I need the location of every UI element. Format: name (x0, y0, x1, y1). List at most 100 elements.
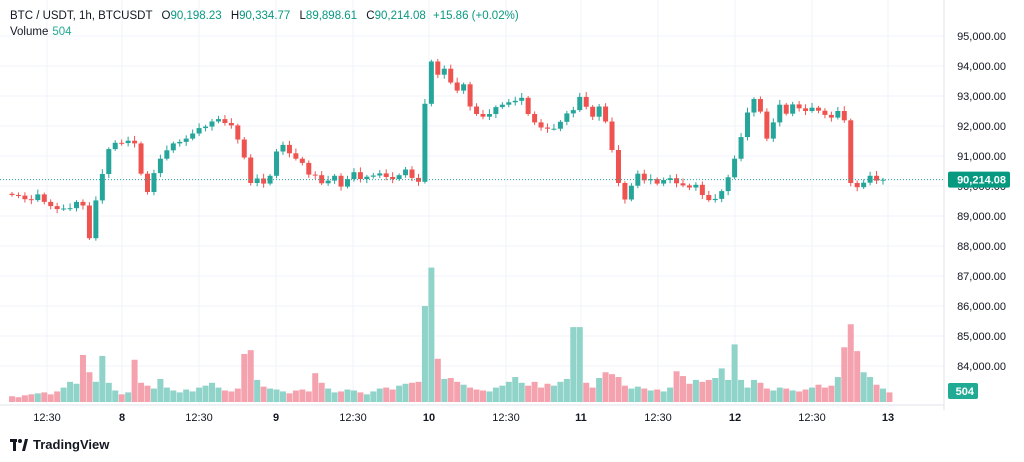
volume-label[interactable]: Volume (10, 26, 49, 38)
candle-body (344, 179, 350, 187)
candle-body (338, 175, 344, 187)
candle (151, 169, 157, 196)
volume-bar (789, 390, 796, 402)
time-tick-label: 12:30 (492, 412, 520, 424)
candle-body (22, 195, 28, 200)
tradingview-logo[interactable]: TradingView (10, 437, 109, 452)
candle (67, 203, 73, 212)
volume-bar (241, 354, 248, 402)
candle-body (15, 195, 21, 196)
time-tick-label: 12:30 (798, 412, 826, 424)
candle (609, 117, 615, 153)
volume-bar (99, 355, 106, 402)
candle (622, 181, 628, 204)
candle-body (545, 127, 551, 129)
candle (196, 123, 202, 137)
candle (880, 177, 886, 185)
volume-bar (176, 392, 183, 402)
volume-bar (21, 395, 28, 402)
candle (764, 108, 770, 142)
candle-body (570, 110, 576, 114)
candle-body (809, 107, 815, 111)
candle (719, 189, 725, 203)
candle (596, 103, 602, 121)
candle-body (667, 178, 673, 180)
candle-body (532, 114, 538, 123)
candle-body (719, 191, 725, 199)
candle-body (422, 103, 428, 182)
candle-body (603, 106, 609, 122)
low-key: L (299, 10, 306, 22)
symbol-label[interactable]: BTC / USDT, 1h, BTCUSDT (10, 10, 153, 22)
candle (119, 139, 125, 146)
candle-body (796, 104, 802, 109)
candle-body (699, 184, 705, 195)
volume-bar (596, 378, 603, 402)
candle (822, 108, 828, 119)
candle-body (293, 153, 299, 159)
candle (435, 58, 441, 78)
last-price-label: 90,214.08 (957, 175, 1006, 187)
candle (93, 196, 99, 241)
candle (699, 181, 705, 200)
candle-body (48, 201, 54, 207)
volume-bar (550, 385, 557, 402)
candle (835, 106, 841, 120)
candle-body (151, 173, 157, 192)
volume-bar (383, 387, 390, 402)
candle (512, 96, 518, 106)
candle-body (628, 185, 634, 200)
candle-body (454, 82, 460, 91)
volume-bar (570, 327, 577, 402)
volume-bar (286, 393, 293, 402)
volume-bar (267, 388, 274, 402)
volume-bar (312, 373, 319, 402)
candle (312, 171, 318, 180)
candle-body (215, 119, 221, 122)
volume-bar (809, 387, 816, 402)
volume-bar (318, 382, 325, 402)
volume-bar (873, 384, 880, 402)
volume-bar (783, 388, 790, 402)
candle (848, 118, 854, 187)
volume-bar (86, 372, 93, 402)
volume-bar (828, 385, 835, 402)
candle (467, 81, 473, 111)
volume-bar (667, 387, 674, 402)
candle (403, 166, 409, 178)
volume-bar (215, 387, 222, 402)
volume-bar (725, 379, 732, 402)
volume-series (9, 267, 893, 402)
candle-body (370, 175, 376, 177)
candle-body (67, 208, 73, 210)
volume-bar (647, 390, 654, 402)
candle-body (693, 184, 699, 188)
candle (15, 192, 21, 199)
candle (177, 139, 183, 147)
volume-bar (209, 382, 216, 402)
time-axis: 12:30 8 12:30 9 12:30 10 12:30 11 12:30 12 12:30 13 (33, 412, 894, 424)
volume-bar (396, 385, 403, 402)
volume-bar (718, 368, 725, 402)
candle-body (28, 199, 34, 201)
candle-body (493, 107, 499, 114)
candle-body (861, 182, 867, 188)
volume-bar (544, 383, 551, 402)
close-value: 90,214.08 (374, 10, 426, 22)
candle-body (577, 96, 583, 111)
volume-bar (34, 393, 41, 402)
candle-body (203, 126, 209, 129)
last-volume-label: 504 (956, 386, 975, 398)
volume-bar (189, 391, 196, 402)
candle-body (157, 158, 163, 174)
candle (532, 111, 538, 125)
candle-body (557, 121, 563, 129)
volume-bar (602, 372, 609, 402)
candle-body (815, 107, 821, 111)
candle-body (803, 108, 809, 111)
candle (299, 156, 305, 166)
volume-bar (73, 383, 80, 402)
candle (183, 135, 189, 146)
volume-bar (776, 387, 783, 402)
